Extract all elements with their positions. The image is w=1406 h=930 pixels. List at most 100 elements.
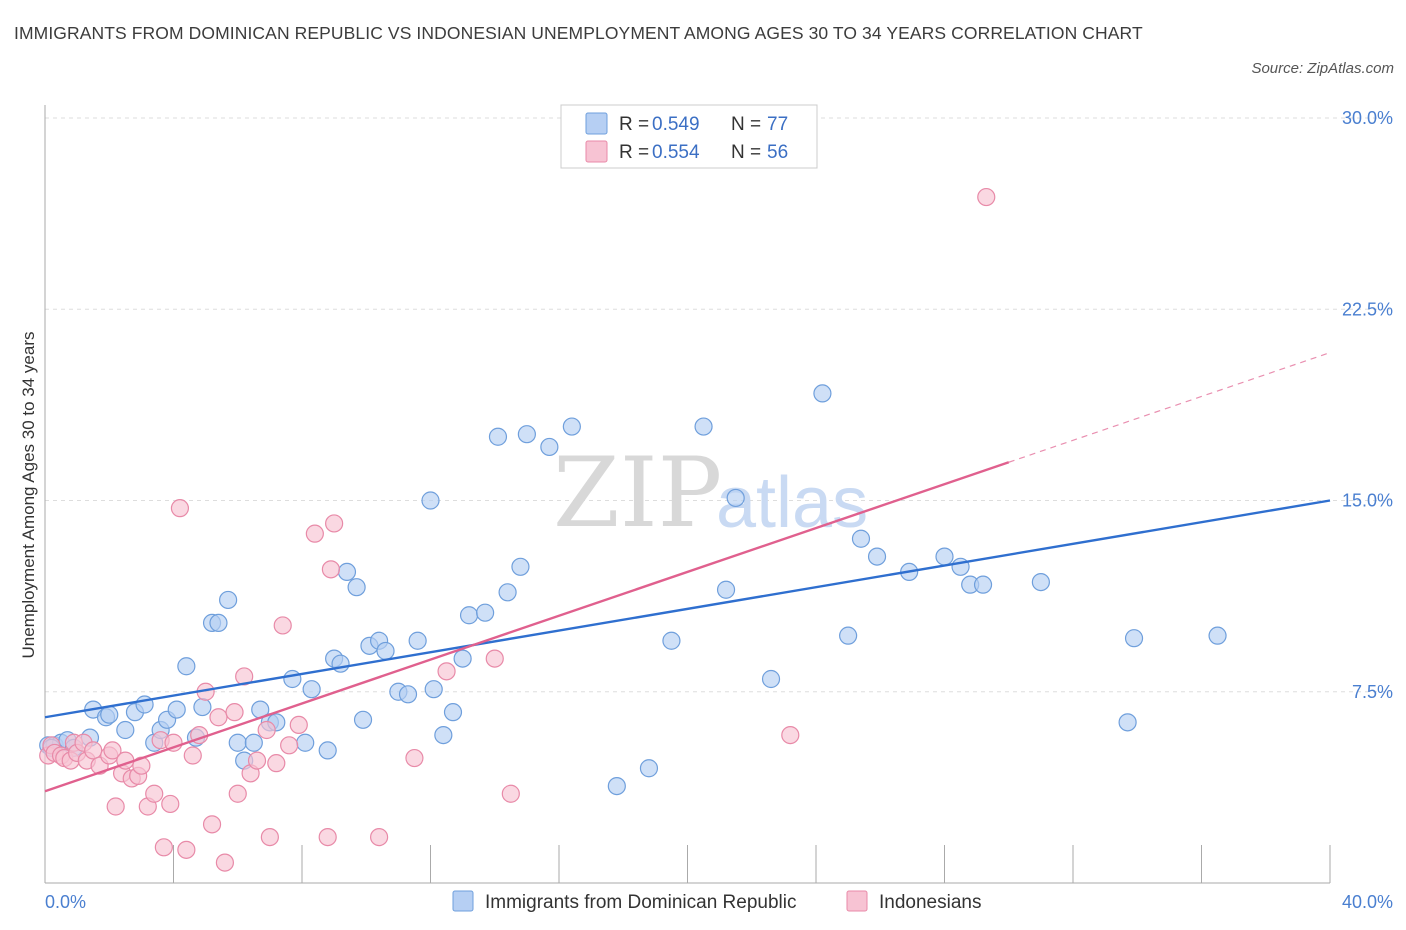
dominican-data-point [498, 583, 517, 602]
legend-r-label-2: R = [619, 142, 649, 163]
legend-r-value-1: 0.549 [652, 114, 700, 135]
bottom-legend-label-dominican: Immigrants from Dominican Republic [485, 892, 797, 913]
dominican-data-point [639, 759, 659, 778]
dominican-data-point [540, 437, 559, 457]
indonesian-data-point [225, 703, 244, 722]
indonesian-data-point [501, 784, 520, 803]
indonesian-data-point [247, 751, 267, 770]
watermark: ZIP atlas [553, 437, 868, 549]
dominican-data-point [867, 547, 887, 566]
indonesian-trend-line-extension [1008, 352, 1331, 463]
dominican-data-point [761, 669, 781, 689]
dominican-data-point [116, 720, 135, 740]
legend-swatch-blue [585, 112, 608, 135]
legend-n-label-1: N = [731, 114, 761, 135]
indonesian-data-point [485, 649, 504, 668]
bottom-legend-label-indonesians: Indonesians [879, 892, 981, 913]
dominican-data-point [813, 384, 832, 403]
dominican-data-point [1118, 713, 1137, 732]
dominican-data-point [219, 590, 238, 610]
dominican-data-point [459, 606, 479, 625]
indonesian-data-point [318, 827, 337, 847]
indonesian-data-point [370, 827, 389, 847]
dominican-data-point [607, 776, 626, 796]
indonesian-data-point [106, 797, 125, 816]
y-tick-label: 7.5% [1352, 682, 1393, 702]
chart-title: IMMIGRANTS FROM DOMINICAN REPUBLIC VS IN… [14, 23, 1143, 43]
dominican-data-point [716, 580, 736, 599]
legend-swatch-pink [585, 140, 608, 163]
dominican-data-point [1124, 629, 1144, 648]
dominican-data-point [562, 417, 581, 436]
y-tick-label: 22.5% [1342, 299, 1393, 319]
dominican-data-point [517, 425, 536, 444]
dominican-data-point [228, 733, 247, 752]
dominican-data-point [851, 529, 871, 548]
y-tick-label: 30.0% [1342, 108, 1393, 128]
dominican-data-point [662, 631, 681, 650]
indonesian-data-point [154, 838, 173, 857]
indonesian-data-point [161, 794, 180, 814]
dominican-data-point [177, 657, 196, 676]
y-tick-labels: 7.5% 15.0% 22.5% 30.0% [1342, 108, 1393, 702]
dominican-data-point [296, 733, 315, 752]
dominican-data-point [398, 685, 418, 704]
dominican-data-point [453, 649, 472, 668]
indonesian-data-point [202, 815, 222, 834]
watermark-zip: ZIP [553, 437, 722, 549]
dominican-data-point [443, 703, 463, 722]
indonesian-data-point [209, 708, 228, 727]
indonesian-data-point [84, 741, 103, 760]
indonesian-data-point [405, 748, 424, 768]
dominican-data-point [424, 680, 443, 699]
dominican-data-point [973, 575, 993, 594]
correlation-legend: R = 0.549 N = 77 R = 0.554 N = 56 [560, 104, 818, 169]
x-tick-label-max: 40.0% [1342, 892, 1393, 912]
legend-n-value-1: 77 [767, 114, 788, 135]
indonesian-data-point [977, 187, 996, 207]
indonesian-data-point [781, 725, 800, 745]
indonesian-data-point [170, 499, 190, 518]
indonesian-data-point [145, 784, 164, 803]
indonesian-data-point [183, 746, 202, 765]
dominican-data-point [337, 562, 357, 582]
x-tick-marks [44, 845, 1331, 883]
gridlines [45, 117, 1390, 693]
indonesian-data-point [103, 741, 122, 760]
dominican-data-point [694, 417, 713, 436]
dominican-data-point [434, 725, 453, 745]
dominican-data-point [347, 578, 366, 597]
indonesian-data-point [267, 754, 286, 773]
indonesian-data-point [280, 736, 299, 755]
legend-r-label-1: R = [619, 114, 649, 135]
indonesian-data-point [437, 662, 456, 681]
x-tick-label-min: 0.0% [45, 892, 86, 912]
dominican-data-point [167, 700, 186, 719]
dominican-data-point [244, 733, 263, 752]
dominican-data-point [839, 626, 858, 645]
dominican-data-point [209, 613, 228, 633]
legend-n-label-2: N = [731, 142, 761, 163]
indonesian-data-point [260, 827, 279, 847]
dominican-data-point [488, 427, 508, 446]
dominican-data-point [283, 669, 302, 689]
dominican-data-point [353, 710, 373, 729]
legend-n-value-2: 56 [767, 142, 788, 163]
dominican-data-point [1208, 626, 1227, 645]
dominican-data-point [511, 557, 530, 576]
indonesian-data-point [321, 560, 341, 579]
dominican-data-point [318, 741, 337, 760]
dominican-data-point [476, 603, 495, 622]
indonesian-data-point [228, 784, 247, 803]
dominican-data-point [408, 631, 427, 650]
bottom-legend-swatch-pink [846, 890, 868, 912]
y-tick-label: 15.0% [1342, 491, 1393, 511]
x-tick-labels: 0.0% 40.0% [45, 892, 1393, 912]
dominican-data-point [726, 488, 745, 508]
indonesian-data-point [273, 616, 292, 635]
series-legend: Immigrants from Dominican Republic Indon… [452, 890, 981, 913]
dominican-trend-line [44, 499, 1331, 719]
dominican-data-point [376, 641, 395, 661]
indonesian-data-point [325, 514, 344, 533]
